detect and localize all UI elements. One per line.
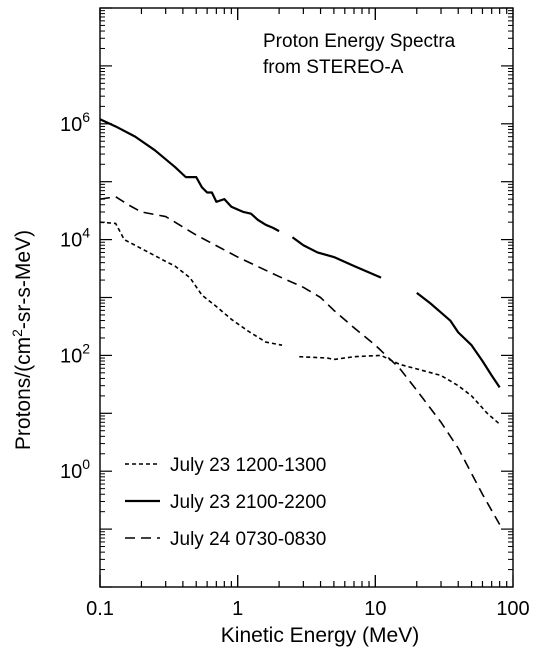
- y-tick-label: 104: [60, 225, 90, 252]
- y-axis-label-sup: 2: [9, 329, 25, 337]
- series-line-1: [99, 221, 283, 346]
- y-tick-label: 100: [60, 456, 90, 483]
- x-tick-label: 0.1: [86, 598, 114, 620]
- y-axis-label: Protons/(cm2-sr-s-MeV): [9, 230, 35, 450]
- legend: July 23 1200-1300 July 23 2100-2200 July 2…: [125, 455, 326, 550]
- series-line-4: [291, 236, 382, 279]
- series-line-6: [99, 195, 501, 525]
- series-group: [99, 118, 501, 525]
- axes: 0.1 1 10 100 100 102 104 106: [60, 7, 530, 620]
- annotation-line-2: from STEREO-A: [263, 57, 404, 78]
- legend-label-3: July 24 0730-0830: [170, 529, 326, 550]
- series-line-5: [416, 292, 501, 389]
- x-axis-label: Kinetic Energy (MeV): [221, 624, 419, 647]
- y-axis-label-prefix: Protons/(cm: [12, 337, 35, 450]
- x-tick-label: 1: [232, 598, 243, 620]
- y-tick-label: 102: [60, 340, 90, 367]
- annotation-line-1: Proton Energy Spectra: [263, 31, 456, 52]
- legend-label-2: July 23 2100-2200: [170, 492, 326, 513]
- series-line-3: [99, 118, 280, 233]
- y-axis-label-suffix: -sr-s-MeV): [12, 230, 35, 329]
- series-line-2: [299, 354, 501, 425]
- x-tick-label: 10: [364, 598, 386, 620]
- legend-label-1: July 23 1200-1300: [170, 455, 326, 476]
- y-tick-label: 106: [60, 109, 90, 136]
- x-tick-label: 100: [496, 598, 529, 620]
